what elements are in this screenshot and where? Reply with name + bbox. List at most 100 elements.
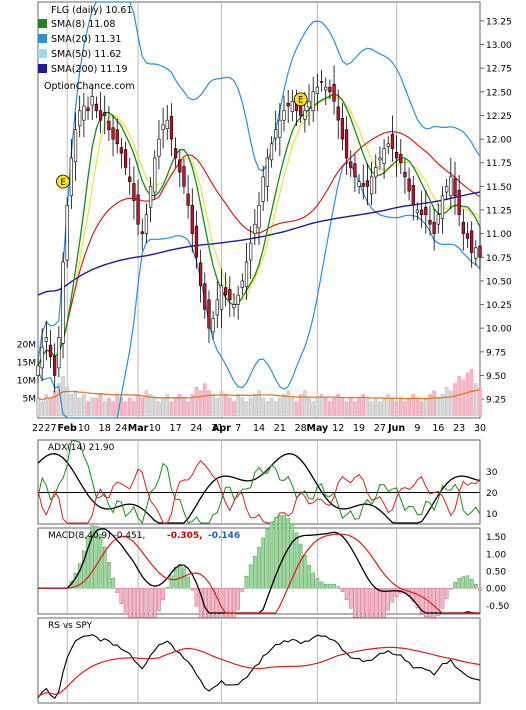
candle-body (399, 153, 403, 164)
macd-histogram-bar (177, 564, 182, 589)
legend-swatch-sma200 (38, 64, 47, 73)
volume-bar (211, 394, 215, 417)
volume-bar (411, 394, 416, 417)
volume-bar (403, 401, 407, 417)
macd-histogram-bar (173, 566, 178, 589)
date-tick-label: 21 (274, 423, 286, 434)
volume-bar (40, 401, 44, 417)
earnings-marker (293, 92, 308, 107)
macd-histogram-bar (107, 562, 111, 589)
candle-body (148, 186, 153, 208)
date-tick-label: Apr (212, 423, 231, 434)
candle-body (211, 318, 215, 333)
volume-bar (73, 390, 78, 417)
volume-bar (182, 397, 186, 417)
volume-bar (407, 397, 411, 417)
macd-histogram-bar (432, 588, 436, 620)
legend-swatch-sma50 (38, 49, 47, 58)
volume-bar (361, 394, 366, 417)
volume-bar (298, 394, 303, 417)
macd-histogram-bar (123, 588, 128, 615)
price-tick-label: 10.00 (486, 325, 512, 335)
volume-tick-label: 10M (17, 377, 36, 387)
date-tick-label: 30 (474, 423, 486, 434)
macd-histogram-bar (290, 523, 295, 589)
candle-body (107, 120, 111, 130)
volume-bar (373, 397, 378, 417)
volume-bar (232, 401, 236, 417)
macd-histogram-bar (315, 578, 320, 589)
legend-sma200: SMA(200) 11.19 (51, 64, 128, 75)
volume-bar (415, 397, 420, 417)
volume-bar (148, 394, 153, 417)
volume-bar (440, 394, 445, 417)
candle-body (449, 176, 453, 197)
macd-histogram-bar (265, 528, 270, 589)
volume-bar (278, 397, 282, 417)
candle-body (390, 134, 395, 149)
volume-bar (144, 390, 149, 417)
candle-body (123, 149, 128, 168)
legend-sma50: SMA(50) 11.62 (51, 49, 121, 60)
volume-bar (382, 397, 386, 417)
volume-bar (240, 397, 245, 417)
macd-tick-label: 1.00 (486, 550, 506, 560)
legend-sma20: SMA(20) 11.31 (51, 34, 121, 45)
adx-label: ADX(14) 21.90 (48, 443, 115, 453)
volume-bar (102, 401, 107, 417)
candle-body (470, 230, 474, 253)
adx-panel: 30 20 10 (37, 439, 498, 525)
date-tick-label: 12 (332, 423, 344, 434)
candle-body (436, 214, 440, 225)
volume-bar (244, 401, 249, 417)
candle-body (374, 167, 378, 178)
adx-tick-label: 10 (486, 510, 498, 520)
candle-body (378, 157, 382, 161)
macd-tick-label: 0.00 (486, 585, 506, 595)
macd-tick-label: 1.50 (486, 533, 506, 543)
date-tick-label: 27 (44, 423, 56, 434)
macd-histogram-bar (102, 546, 107, 589)
candle-body (236, 294, 240, 305)
candle-body (290, 100, 294, 112)
volume-bar (461, 379, 466, 417)
volume-bar (169, 401, 174, 417)
candle-body (353, 163, 357, 178)
volume-bar (357, 397, 361, 417)
candle-body (157, 138, 161, 157)
candle-body (328, 86, 332, 93)
candle-body (249, 242, 253, 261)
price-tick-label: 12.75 (486, 65, 512, 75)
macd-histogram-bar (336, 586, 341, 589)
macd-histogram-bar (86, 535, 90, 589)
volume-bar (177, 394, 182, 417)
legend-swatch-sma20 (38, 34, 47, 43)
candle-body (173, 148, 178, 159)
candle-body (307, 100, 311, 108)
macd-histogram-bar (269, 521, 274, 589)
volume-bar (449, 390, 453, 417)
volume-bar (294, 401, 299, 417)
candle-body (332, 83, 336, 102)
earnings-marker-label: E (60, 178, 65, 188)
macd-histogram-bar (323, 584, 328, 589)
volume-tick-label: 20M (17, 341, 36, 351)
candle-body (432, 221, 436, 234)
volume-bar (190, 394, 195, 417)
price-tick-label: 12.25 (486, 112, 512, 122)
price-tick-label: 9.75 (486, 348, 506, 358)
candle-body (261, 176, 265, 202)
legend: FLG (daily) 10.61 SMA(8) 11.08 SMA(20) 1… (38, 5, 135, 92)
macd-histogram-bar (465, 575, 470, 589)
macd-histogram-bar (424, 588, 428, 618)
volume-bar (257, 390, 261, 417)
candle-body (194, 225, 199, 258)
macd-histogram-bar (394, 588, 399, 597)
candle-body (198, 262, 203, 286)
candle-body (219, 285, 224, 310)
volume-bar (353, 401, 357, 417)
candle-body (169, 116, 174, 140)
candle-body (453, 178, 457, 197)
volume-bar (173, 397, 178, 417)
